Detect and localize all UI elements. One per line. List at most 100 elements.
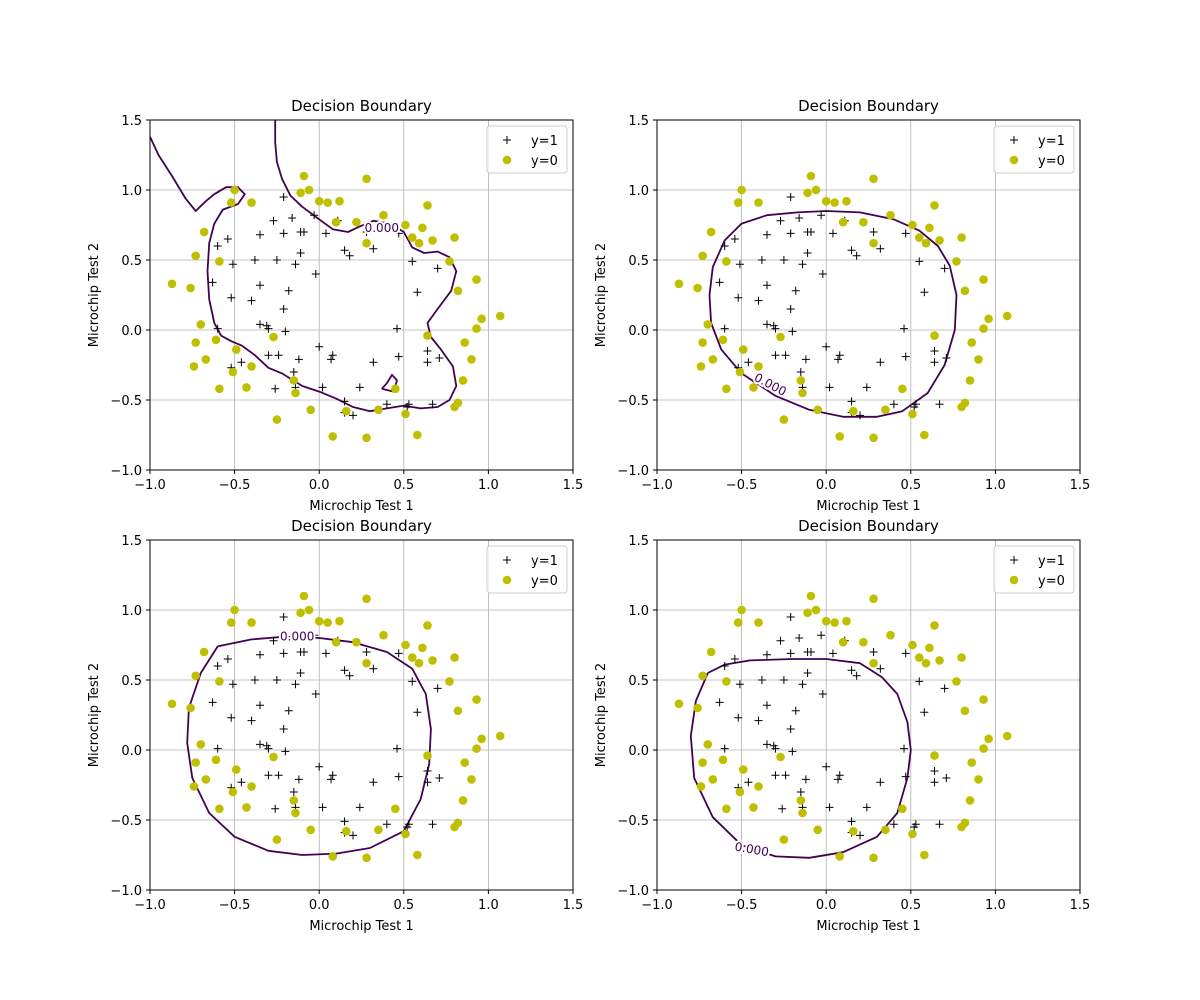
point-y0 [967, 338, 977, 347]
x-tick-label: 1.5 [563, 478, 584, 493]
point-y0 [718, 755, 728, 765]
point-y1 [362, 648, 371, 656]
point-y1 [920, 708, 929, 717]
point-y1 [408, 677, 417, 686]
point-y0 [930, 751, 939, 760]
point-y0 [428, 656, 437, 665]
legend-label-y0: y=0 [531, 574, 558, 589]
point-y1 [762, 740, 771, 749]
point-y1 [349, 831, 358, 840]
point-y1 [340, 397, 349, 406]
point-y0 [708, 355, 718, 364]
point-y1 [779, 256, 788, 264]
point-y0 [733, 198, 743, 207]
point-y0 [362, 594, 371, 604]
point-y0 [296, 608, 305, 618]
y-tick-label: −1.0 [110, 464, 142, 479]
point-y0 [304, 185, 314, 195]
point-y0 [269, 332, 278, 342]
x-axis-label: Microchip Test 1 [309, 499, 413, 514]
point-y0 [914, 653, 924, 662]
legend-label-y0: y=0 [531, 154, 558, 169]
point-y1 [433, 684, 442, 693]
axes-frame [149, 119, 574, 471]
point-y0 [914, 233, 924, 242]
legend-marker-y0 [1009, 155, 1019, 165]
point-y0 [749, 383, 758, 392]
decision-boundary-line [689, 658, 912, 859]
point-y0 [674, 699, 684, 709]
point-y1 [801, 775, 810, 784]
point-y0 [191, 338, 200, 347]
point-y0 [979, 275, 988, 284]
y-axis-label: Microchip Test 2 [594, 243, 609, 347]
point-y0 [467, 355, 476, 364]
point-y0 [401, 640, 410, 650]
point-y1 [788, 747, 797, 756]
point-y1 [423, 358, 432, 367]
point-y0 [796, 796, 806, 805]
y-tick-label: 1.5 [628, 534, 649, 549]
point-y0 [908, 220, 917, 230]
y-tick-label: 1.5 [121, 534, 142, 549]
point-y1 [776, 636, 785, 645]
point-y0 [314, 196, 324, 206]
point-y0 [952, 257, 961, 266]
point-y0 [776, 752, 785, 762]
point-y1 [294, 775, 303, 784]
point-y1 [382, 400, 391, 409]
point-y0 [842, 616, 851, 626]
x-tick-label: 1.0 [985, 478, 1006, 493]
point-y1 [327, 775, 336, 784]
plot-data: 0.000 [674, 591, 1012, 863]
point-y1 [847, 246, 856, 255]
point-y0 [881, 405, 890, 415]
point-y1 [315, 342, 324, 351]
point-y0 [458, 796, 468, 805]
point-y1 [281, 327, 290, 336]
point-y0 [722, 384, 731, 394]
y-axis-label: Microchip Test 2 [594, 663, 609, 767]
contour-level-label: 0.000 [280, 630, 314, 644]
legend-marker-y0 [1009, 575, 1019, 585]
point-y1 [269, 636, 278, 645]
point-y1 [818, 270, 827, 278]
point-y0 [299, 591, 309, 601]
point-y0 [215, 257, 224, 266]
point-y0 [848, 826, 858, 836]
decision-boundary-line [381, 373, 398, 393]
point-y1 [876, 358, 885, 367]
point-y0 [472, 275, 481, 284]
point-y1 [876, 244, 885, 253]
point-y0 [362, 658, 371, 668]
plot-data: 0.000 [674, 171, 1012, 443]
point-y0 [314, 616, 324, 626]
point-y0 [811, 185, 821, 195]
point-y0 [291, 808, 300, 818]
legend-marker-y1 [1010, 556, 1018, 564]
point-y0 [776, 332, 785, 342]
point-y0 [960, 286, 970, 296]
point-y1 [423, 767, 432, 775]
point-y0 [191, 251, 200, 261]
point-y1 [720, 662, 729, 670]
point-y0 [848, 406, 858, 416]
point-y1 [786, 649, 795, 658]
point-y1 [264, 351, 273, 360]
point-y0 [323, 618, 332, 627]
point-y1 [289, 368, 298, 376]
point-y1 [208, 698, 217, 707]
point-y0 [460, 758, 470, 767]
point-y1 [757, 676, 766, 684]
point-y0 [696, 782, 706, 791]
contour-level-label: 0.000 [734, 840, 770, 860]
point-y1 [940, 264, 949, 273]
point-y1 [255, 650, 264, 659]
point-y1 [771, 744, 780, 753]
point-y0 [401, 220, 410, 230]
point-y0 [754, 198, 763, 207]
point-y0 [413, 850, 422, 860]
point-y1 [413, 288, 422, 297]
point-y1 [403, 403, 412, 411]
plot-data: 0.000 [167, 591, 505, 863]
